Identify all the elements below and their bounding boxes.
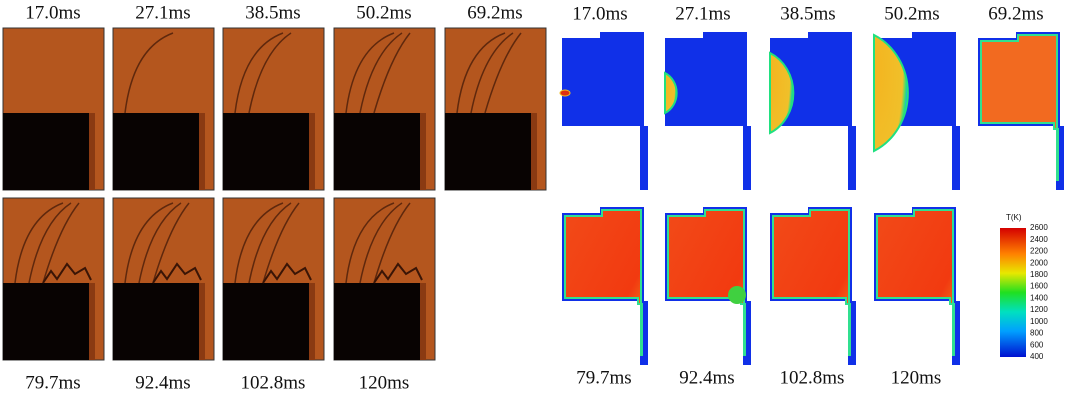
photo-shadow [3, 283, 89, 360]
sim-time-label: 38.5ms [780, 3, 835, 24]
photo-shadow [334, 283, 420, 360]
turbulence [42, 262, 92, 284]
photo-shadow [113, 113, 199, 190]
colorbar-tick-label: 1200 [1030, 305, 1048, 314]
sim-domain [665, 32, 751, 190]
photo-shadow [223, 283, 309, 360]
flame-front [124, 202, 174, 284]
flame-front [359, 202, 403, 284]
photo-strip [89, 113, 95, 190]
photo-strip [420, 283, 426, 360]
flame-front [248, 202, 292, 284]
colorbar-tick-label: 1400 [1030, 293, 1048, 302]
sim-time-label: 92.4ms [679, 367, 734, 388]
photo-strip [89, 283, 95, 360]
sim-time-label: 102.8ms [780, 367, 845, 388]
photo-time-label: 69.2ms [467, 2, 522, 23]
cool-pocket [728, 286, 746, 304]
hot-gas [667, 209, 746, 356]
flame-front [359, 32, 403, 114]
flame-front [456, 32, 506, 114]
flame-front [470, 32, 514, 114]
flame-ball [873, 33, 909, 153]
sim-time-label: 17.0ms [572, 3, 627, 24]
flame-front [138, 202, 182, 284]
colorbar-tick-label: 1600 [1030, 282, 1048, 291]
colorbar-tick-label: 1800 [1030, 270, 1048, 279]
turbulence [152, 262, 202, 284]
colorbar-tick-label: 2200 [1030, 247, 1048, 256]
colorbar [1000, 228, 1026, 357]
photo-strip [531, 113, 537, 190]
sim-time-label: 69.2ms [988, 3, 1043, 24]
photo-shadow [3, 113, 89, 190]
colorbar-tick-label: 400 [1030, 352, 1044, 361]
photo-shadow [445, 113, 531, 190]
sim-time-label: 27.1ms [675, 3, 730, 24]
flame-front [373, 32, 411, 114]
flame-front [262, 202, 300, 284]
photo-strip [420, 113, 426, 190]
photo-time-label: 38.5ms [245, 2, 300, 23]
photo-time-label: 17.0ms [25, 2, 80, 23]
flame-kernel [559, 89, 571, 97]
turbulence [262, 262, 312, 284]
flame-front [484, 32, 522, 114]
photo-strip [309, 283, 315, 360]
flame-ball [664, 71, 678, 115]
flame-front [373, 202, 411, 284]
photo-shadow [113, 283, 199, 360]
sim-domain [562, 32, 648, 190]
photo-shadow [223, 113, 309, 190]
flame-ball [769, 51, 795, 135]
photo-time-label: 102.8ms [241, 372, 306, 393]
photo-time-label: 27.1ms [135, 2, 190, 23]
flame-front [345, 32, 395, 114]
hot-gas [876, 209, 955, 356]
photo-shadow [334, 113, 420, 190]
colorbar-tick-label: 2600 [1030, 223, 1048, 232]
colorbar-title: T(K) [1006, 213, 1022, 222]
photo-strip [199, 113, 205, 190]
flame-front [248, 32, 292, 114]
photo-strip [199, 283, 205, 360]
photo-time-label: 92.4ms [135, 372, 190, 393]
colorbar-tick-label: 800 [1030, 329, 1044, 338]
sim-time-label: 120ms [891, 367, 942, 388]
hot-gas [564, 209, 643, 356]
sim-domain [770, 32, 856, 190]
colorbar-tick-label: 600 [1030, 340, 1044, 349]
flame-front [124, 32, 174, 114]
photo-time-label: 50.2ms [356, 2, 411, 23]
photo-time-label: 120ms [359, 372, 410, 393]
turbulence [373, 262, 423, 284]
flame-front [14, 202, 64, 284]
flame-front [28, 202, 72, 284]
flame-front [234, 202, 284, 284]
flame-front [152, 202, 190, 284]
hot-gas [980, 34, 1059, 181]
sim-time-label: 79.7ms [576, 367, 631, 388]
flame-front [42, 202, 80, 284]
photo-time-label: 79.7ms [25, 372, 80, 393]
flame-front [234, 32, 284, 114]
hot-gas [772, 209, 851, 356]
colorbar-tick-label: 1000 [1030, 317, 1048, 326]
photo-strip [309, 113, 315, 190]
sim-time-label: 50.2ms [884, 3, 939, 24]
colorbar-tick-label: 2400 [1030, 235, 1048, 244]
flame-front [345, 202, 395, 284]
colorbar-tick-label: 2000 [1030, 258, 1048, 267]
